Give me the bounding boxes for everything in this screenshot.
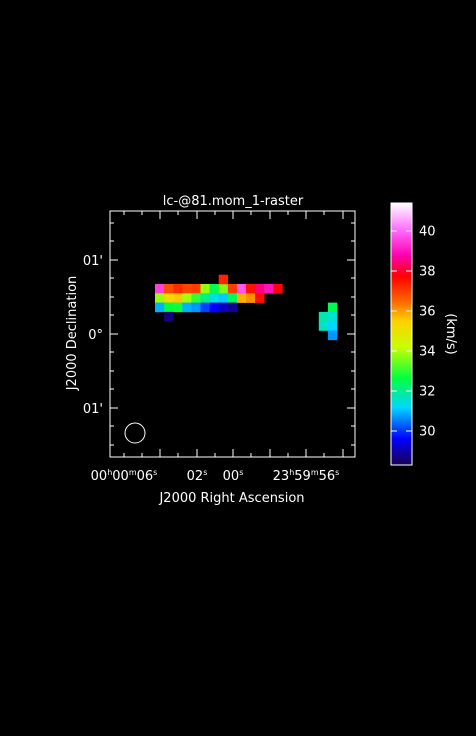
y-ticklabel-3: 01' xyxy=(83,402,103,417)
velocity-pixel-13 xyxy=(264,284,274,294)
velocity-pixel-20 xyxy=(191,293,201,303)
velocity-pixel-22 xyxy=(209,293,219,303)
velocity-pixel-18 xyxy=(173,293,183,303)
velocity-pixel-16 xyxy=(155,293,165,303)
velocity-pixel-31 xyxy=(182,302,192,313)
velocity-pixel-4 xyxy=(182,284,192,294)
velocity-pixel-24 xyxy=(227,293,238,303)
pixel-layer xyxy=(155,274,338,341)
colorbar-tick-label-1: 30 xyxy=(419,425,436,440)
velocity-pixel-30 xyxy=(173,302,183,313)
velocity-pixel-7 xyxy=(209,284,219,294)
colorbar-tick-labels: 30 32 34 36 38 40 xyxy=(419,225,436,440)
x-ticklabel-3: 00s xyxy=(223,468,244,484)
velocity-pixel-15 xyxy=(218,274,229,285)
velocity-pixel-32 xyxy=(191,302,201,313)
velocity-pixel-36 xyxy=(227,302,238,313)
x-ticklabel-2: 02s xyxy=(187,468,208,484)
velocity-pixel-37 xyxy=(164,311,174,322)
chart-title: lc-@81.mom_1-raster xyxy=(163,194,304,209)
velocity-pixel-14 xyxy=(273,284,283,294)
plot-frame xyxy=(109,210,356,458)
colorbar-tick-label-5: 38 xyxy=(419,265,436,280)
velocity-pixel-8 xyxy=(218,284,229,294)
velocity-pixel-25 xyxy=(236,293,247,303)
velocity-pixel-26 xyxy=(246,293,256,303)
velocity-pixel-12 xyxy=(255,284,265,294)
velocity-pixel-28 xyxy=(155,302,165,313)
velocity-pixel-21 xyxy=(200,293,210,303)
velocity-pixel-42 xyxy=(327,321,338,331)
x-ticklabel-4: 23h59m56s xyxy=(273,468,340,484)
velocity-pixel-40 xyxy=(327,311,338,322)
velocity-pixel-35 xyxy=(218,302,229,313)
velocity-pixel-10 xyxy=(236,284,247,294)
colorbar-tick-label-3: 34 xyxy=(419,345,436,360)
velocity-pixel-23 xyxy=(218,293,229,303)
velocity-pixel-6 xyxy=(200,284,210,294)
velocity-pixel-34 xyxy=(209,302,219,313)
velocity-pixel-5 xyxy=(191,284,201,294)
y-ticklabel-1: 01' xyxy=(83,254,103,269)
y-axis-label: J2000 Declination xyxy=(65,276,80,392)
velocity-pixel-38 xyxy=(327,302,338,313)
velocity-pixel-9 xyxy=(227,284,238,294)
colorbar-label: (km/s) xyxy=(443,313,458,355)
colorbar xyxy=(390,202,413,466)
colorbar-tick-label-6: 40 xyxy=(419,225,436,240)
velocity-pixel-2 xyxy=(164,284,174,294)
colorbar-ticks xyxy=(391,230,412,432)
colorbar-tick-label-2: 32 xyxy=(419,385,436,400)
velocity-pixel-43 xyxy=(327,330,338,341)
colorbar-tick-label-4: 36 xyxy=(419,305,436,320)
x-axis-label: J2000 Right Ascension xyxy=(158,491,304,506)
y-ticklabel-2: 0° xyxy=(88,328,103,343)
velocity-pixel-27 xyxy=(255,293,265,303)
velocity-pixel-17 xyxy=(164,293,174,303)
velocity-pixel-1 xyxy=(155,284,165,294)
velocity-pixel-41 xyxy=(318,321,329,331)
velocity-pixel-11 xyxy=(246,284,256,294)
velocity-pixel-3 xyxy=(173,284,183,294)
x-ticklabel-1: 00h00m06s xyxy=(91,468,158,484)
velocity-pixel-39 xyxy=(318,311,329,322)
velocity-pixel-29 xyxy=(164,302,174,313)
axis-ticks xyxy=(110,211,355,457)
beam-ellipse xyxy=(124,422,146,444)
velocity-pixel-33 xyxy=(200,302,210,313)
velocity-pixel-19 xyxy=(182,293,192,303)
